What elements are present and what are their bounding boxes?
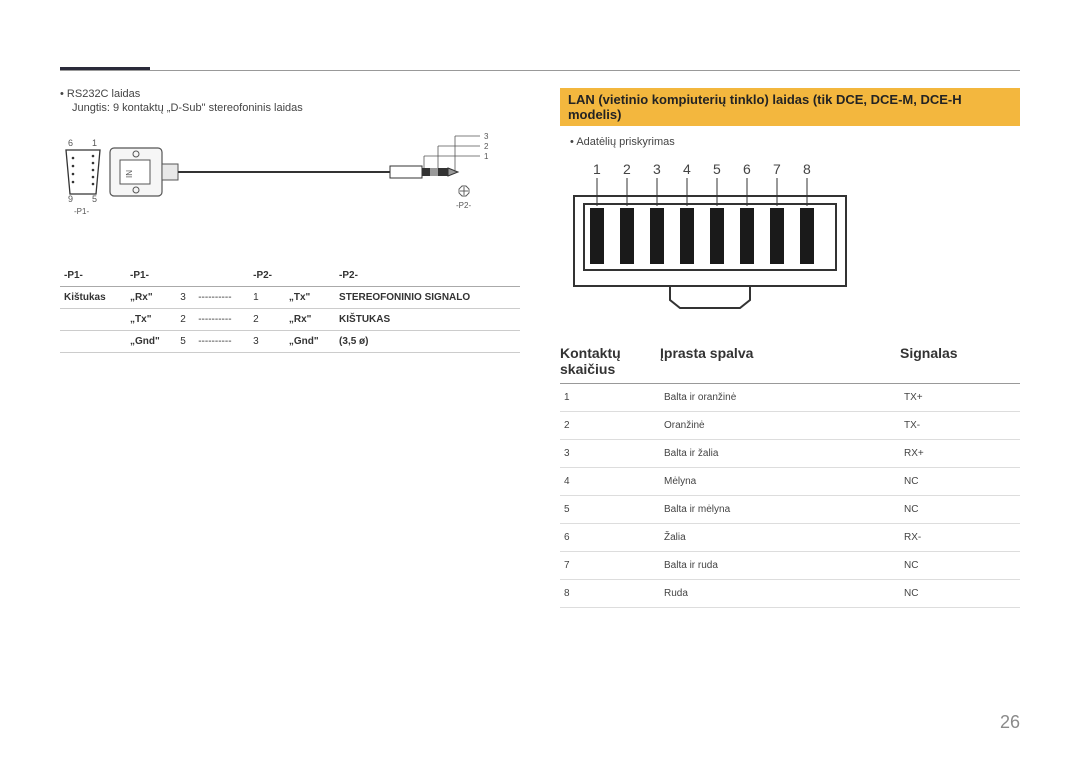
table-row: 3Balta ir žaliaRX+ <box>560 440 1020 468</box>
lan-table-header: Kontaktų skaičius Įprasta spalva Signala… <box>560 339 1020 384</box>
p1-label: -P1- <box>74 207 89 216</box>
lan-h3: Signalas <box>900 345 1020 377</box>
jack-label-1: 1 <box>484 152 489 161</box>
th-p1b: -P1- <box>126 265 176 287</box>
table-row: 2OranžinėTX- <box>560 412 1020 440</box>
header-rule <box>60 70 1020 71</box>
th-p2a: -P2- <box>249 265 285 287</box>
dsub-pin-5: 5 <box>92 194 97 204</box>
table-row: „Gnd"5----------3„Gnd"(3,5 ø) <box>60 331 520 353</box>
lan-table: 1Balta ir oranžinėTX+2OranžinėTX-3Balta … <box>560 384 1020 608</box>
table-row: 5Balta ir mėlynaNC <box>560 496 1020 524</box>
jack-label-3: 3 <box>484 132 489 141</box>
table-row: 4MėlynaNC <box>560 468 1020 496</box>
svg-text:7: 7 <box>773 161 781 177</box>
p2-label: -P2- <box>456 201 471 210</box>
svg-text:6: 6 <box>743 161 751 177</box>
table-row: Kištukas„Rx"3----------1„Tx"STEREOFONINI… <box>60 287 520 309</box>
table-row: 8RudaNC <box>560 580 1020 608</box>
table-row: 1Balta ir oranžinėTX+ <box>560 384 1020 412</box>
svg-text:2: 2 <box>623 161 631 177</box>
table-row: 6ŽaliaRX- <box>560 524 1020 552</box>
left-column: RS232C laidas Jungtis: 9 kontaktų „D-Sub… <box>60 88 520 353</box>
lan-h2: Įprasta spalva <box>660 345 900 377</box>
rj45-diagram: 1 2 3 4 5 6 7 8 <box>560 158 1020 321</box>
svg-text:8: 8 <box>803 161 811 177</box>
lan-heading: LAN (vietinio kompiuterių tinklo) laidas… <box>560 88 1020 126</box>
cable-diagram: 6 1 9 5 -P1- IN <box>60 124 520 247</box>
jack-label-2: 2 <box>484 142 489 151</box>
dsub-pin-6: 6 <box>68 138 73 148</box>
svg-text:1: 1 <box>593 161 601 177</box>
lan-h1: Kontaktų skaičius <box>560 345 660 377</box>
header-accent <box>60 67 150 70</box>
rs232c-subline: Jungtis: 9 kontaktų „D-Sub" stereofonini… <box>72 102 520 114</box>
page-number: 26 <box>1000 712 1020 733</box>
th-p2b: -P2- <box>335 265 520 287</box>
svg-text:IN: IN <box>125 170 134 178</box>
svg-text:4: 4 <box>683 161 691 177</box>
svg-text:3: 3 <box>653 161 661 177</box>
cable-body: IN 3 2 1 <box>110 132 489 210</box>
th-p1a: -P1- <box>60 265 126 287</box>
table-row: „Tx"2----------2„Rx"KIŠTUKAS <box>60 309 520 331</box>
table-row: 7Balta ir rudaNC <box>560 552 1020 580</box>
rs232c-bullet: RS232C laidas <box>60 88 520 100</box>
pin-mapping-table: -P1- -P1- -P2- -P2- Kištukas„Rx"3-------… <box>60 265 520 353</box>
svg-text:5: 5 <box>713 161 721 177</box>
right-column: LAN (vietinio kompiuterių tinklo) laidas… <box>560 88 1020 608</box>
dsub-pin-1: 1 <box>92 138 97 148</box>
dsub-pin-9: 9 <box>68 194 73 204</box>
lan-bullet: Adatėlių priskyrimas <box>570 136 1020 148</box>
dsub-connector: 6 1 9 5 -P1- <box>66 138 100 216</box>
